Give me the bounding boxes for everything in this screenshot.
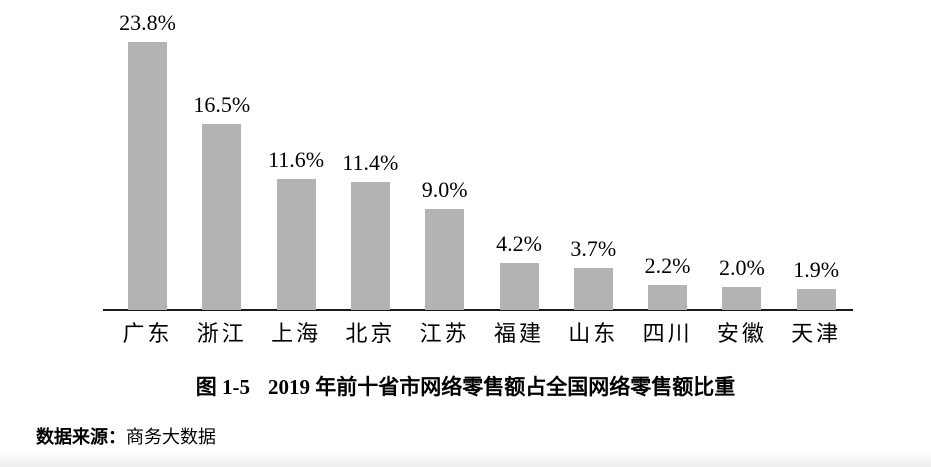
bar-group: 2.0% 安徽 <box>705 0 779 345</box>
category-label: 上海 <box>271 321 322 346</box>
bar <box>573 268 613 310</box>
plot-area: 23.8% 广东 16.5% 浙江 11.6% 上海 11.4% 北京 9.0% 江苏 4.2% 福建… <box>103 0 853 345</box>
bar-group: 23.8% 广东 <box>111 0 185 344</box>
category-label: 广东 <box>122 321 173 346</box>
bar-value-label: 11.4% <box>342 149 399 175</box>
category-label: 江苏 <box>419 321 470 346</box>
bar-group: 3.7% 山东 <box>556 0 630 345</box>
x-axis-line <box>103 309 853 311</box>
bar-group: 9.0% 江苏 <box>408 0 482 344</box>
bar-value-label: 23.8% <box>119 9 176 35</box>
bar-group: 11.4% 北京 <box>333 0 407 345</box>
bar-value-label: 9.0% <box>421 176 468 202</box>
bar-value-label: 3.7% <box>570 236 617 262</box>
data-source-value: 商务大数据 <box>126 427 216 447</box>
data-source: 数据来源：商务大数据 <box>36 426 216 449</box>
category-label: 天津 <box>791 321 842 346</box>
bar <box>202 124 242 310</box>
bar <box>425 208 465 310</box>
bar <box>128 41 167 310</box>
bar <box>722 287 762 310</box>
bar <box>350 181 390 310</box>
bar <box>499 262 539 310</box>
category-label: 浙江 <box>196 321 247 346</box>
category-label: 山东 <box>568 321 619 346</box>
data-source-label: 数据来源： <box>36 427 126 447</box>
category-label: 四川 <box>642 321 693 346</box>
chart-caption: 图 1-5 2019 年前十省市网络零售额占全国网络零售额比重 <box>0 374 931 401</box>
bar-chart: 23.8% 广东 16.5% 浙江 11.6% 上海 11.4% 北京 9.0% 江苏 4.2% 福建… <box>103 0 853 345</box>
bar-value-label: 2.0% <box>718 255 765 281</box>
bar-group: 2.2% 四川 <box>631 0 705 345</box>
page-edge-shadow <box>0 451 931 467</box>
bar-value-label: 16.5% <box>193 92 251 117</box>
bar <box>796 288 836 310</box>
bar-group: 16.5% 浙江 <box>185 0 259 345</box>
category-label: 北京 <box>345 321 396 346</box>
chart-title: 2019 年前十省市网络零售额占全国网络零售额比重 <box>268 375 736 399</box>
bar-value-label: 1.9% <box>793 256 840 282</box>
bar-value-label: 4.2% <box>496 230 542 256</box>
bar-group: 4.2% 福建 <box>482 0 556 344</box>
category-label: 安徽 <box>716 321 767 346</box>
bar-group: 11.6% 上海 <box>259 0 333 345</box>
bar <box>648 285 688 310</box>
bar-value-label: 11.6% <box>268 147 325 173</box>
bar-value-label: 2.2% <box>644 253 691 279</box>
bar-group: 1.9% 天津 <box>779 0 853 344</box>
category-label: 福建 <box>493 321 544 346</box>
bar <box>276 179 316 310</box>
figure-number-label: 图 1-5 <box>195 375 250 399</box>
